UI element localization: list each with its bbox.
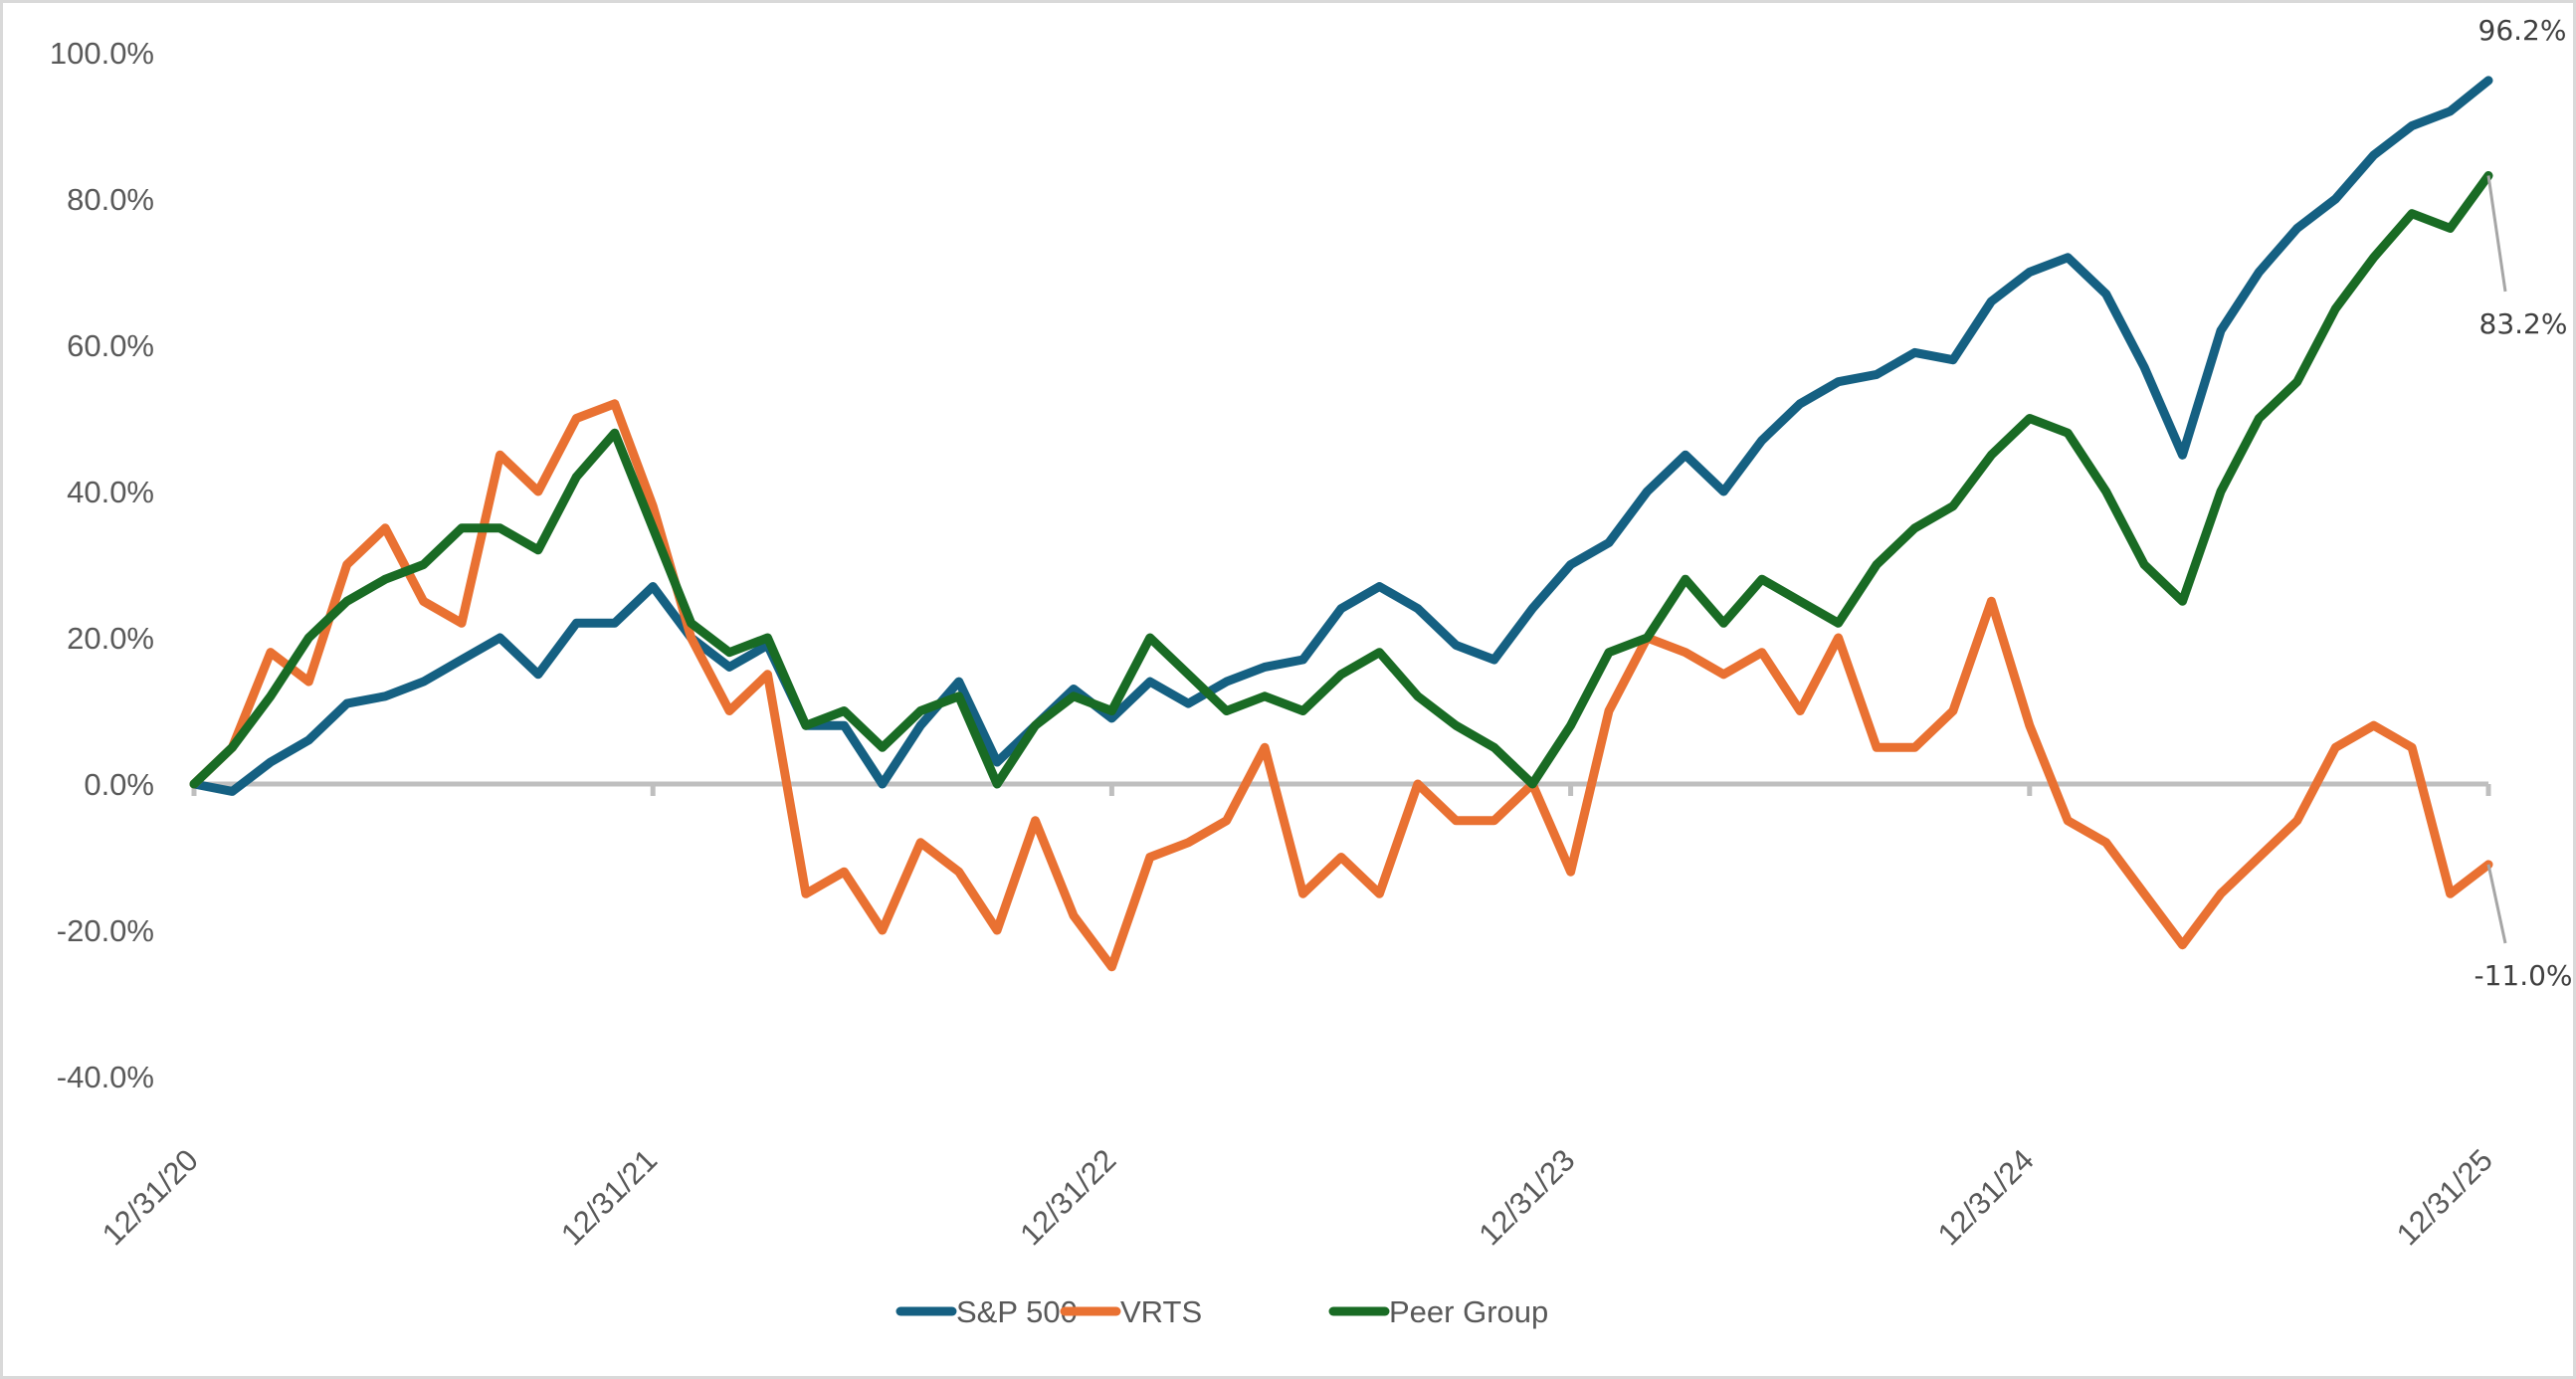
legend-item: S&P 500 [895,1294,1078,1329]
legend-item: Peer Group [1328,1294,1548,1329]
y-tick-label: -40.0% [57,1060,154,1094]
y-tick-label: 40.0% [67,475,154,509]
leader-line [2486,175,2507,293]
x-tick-label: 12/31/20 [96,1142,205,1252]
legend: S&P 500 VRTS Peer Group [895,1294,1548,1329]
series-line-s-p-500 [189,76,2493,796]
y-tick-label: 20.0% [67,621,154,656]
x-axis: 12/31/20 12/31/21 12/31/22 12/31/23 12/31/24… [96,781,2499,1252]
x-tick-label: 12/31/23 [1472,1142,1581,1252]
legend-item: VRTS [1060,1294,1202,1329]
x-tick-label: 12/31/22 [1013,1142,1122,1252]
x-tick-label: 12/31/21 [554,1142,664,1252]
plot-area [189,76,2493,972]
leader-line [2486,864,2507,944]
x-tick-label: 12/31/25 [2390,1142,2499,1252]
data-labels: 96.2% 83.2% -11.0% [2474,14,2572,992]
end-value-label: 83.2% [2479,307,2568,340]
y-tick-label: 80.0% [67,182,154,217]
y-tick-label: 60.0% [67,328,154,363]
end-value-label: 96.2% [2478,14,2567,47]
series-line-vrts [189,399,2493,972]
legend-label: VRTS [1120,1294,1202,1329]
x-tick-label: 12/31/24 [1931,1142,2041,1252]
legend-label: S&P 500 [956,1294,1078,1329]
series-line-peer-group [189,171,2493,789]
legend-label: Peer Group [1389,1294,1548,1329]
y-tick-label: 100.0% [50,36,154,71]
y-tick-label: -20.0% [57,913,154,948]
y-tick-label: 0.0% [84,767,154,802]
y-axis: 100.0% 80.0% 60.0% 40.0% 20.0% 0.0% -20.0% -40.… [50,36,154,1094]
end-value-label: -11.0% [2474,959,2572,992]
